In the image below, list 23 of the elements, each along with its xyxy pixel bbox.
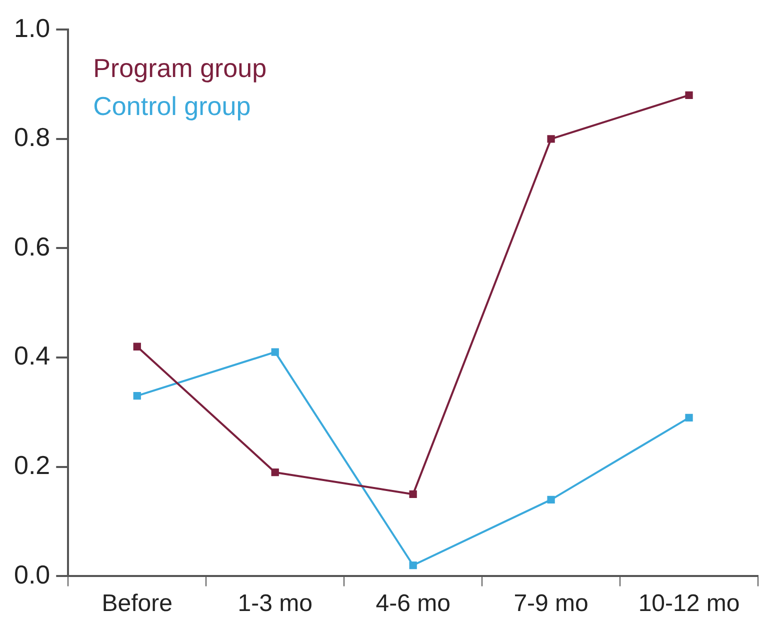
x-tick-label: 10-12 mo — [638, 590, 740, 618]
x-tick-label: Before — [102, 590, 172, 618]
x-tick-label: 4-6 mo — [376, 590, 450, 618]
y-tick-label: 0.6 — [14, 231, 50, 262]
x-tick-label: 1-3 mo — [238, 590, 312, 618]
point — [409, 561, 417, 570]
point — [271, 348, 279, 356]
point — [547, 135, 555, 143]
text: Program group — [93, 52, 267, 83]
point — [685, 91, 693, 100]
point — [133, 392, 141, 400]
text: Control group — [93, 90, 251, 121]
x-tick-label: 7-9 mo — [514, 590, 588, 618]
y-tick-label: 0.8 — [14, 122, 50, 152]
y-tick-label: 0.2 — [14, 450, 50, 480]
point — [685, 414, 693, 422]
y-tick-label: 0.0 — [14, 559, 50, 590]
point — [133, 342, 141, 350]
y-tick-label: 0.4 — [14, 340, 50, 371]
point — [547, 496, 555, 504]
point — [409, 490, 417, 498]
y-tick-label: 1.0 — [14, 12, 50, 43]
point — [271, 468, 279, 476]
